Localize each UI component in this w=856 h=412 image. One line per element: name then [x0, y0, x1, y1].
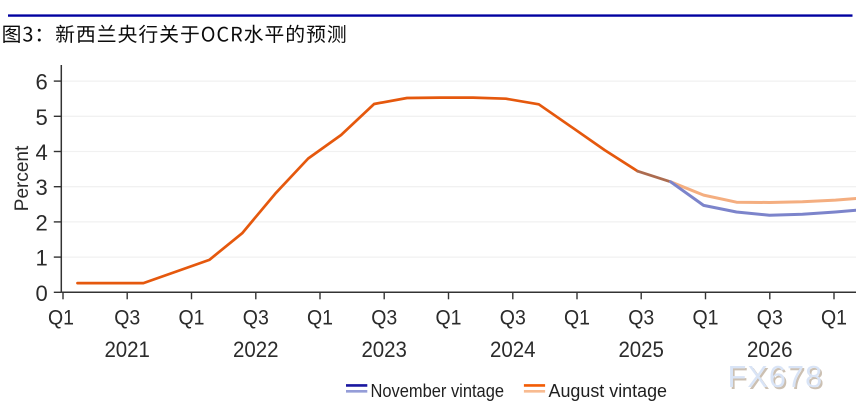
svg-text:Q3: Q3 [500, 307, 526, 330]
svg-text:FX678: FX678 [729, 362, 825, 396]
svg-text:Q1: Q1 [179, 307, 205, 330]
svg-text:FX678: FX678 [728, 360, 824, 394]
svg-text:5: 5 [35, 105, 47, 130]
svg-text:1: 1 [35, 246, 47, 271]
svg-text:Q1: Q1 [821, 307, 847, 330]
svg-text:2026: 2026 [747, 337, 793, 362]
svg-text:4: 4 [35, 140, 47, 165]
svg-text:2: 2 [35, 210, 47, 235]
svg-text:Q1: Q1 [693, 307, 719, 330]
svg-text:6: 6 [35, 70, 47, 95]
svg-text:Q3: Q3 [757, 307, 783, 330]
svg-text:2021: 2021 [104, 337, 150, 362]
svg-text:3: 3 [35, 175, 47, 200]
svg-text:2022: 2022 [233, 337, 279, 362]
svg-text:Q1: Q1 [564, 307, 590, 330]
svg-text:Q3: Q3 [243, 307, 269, 330]
svg-text:November vintage: November vintage [371, 381, 505, 401]
svg-text:Q3: Q3 [114, 307, 140, 330]
svg-text:Percent: Percent [12, 145, 33, 211]
svg-text:Q3: Q3 [371, 307, 397, 330]
svg-text:0: 0 [35, 281, 47, 306]
svg-text:Q1: Q1 [436, 307, 462, 330]
svg-text:2023: 2023 [361, 337, 407, 362]
svg-text:Q1: Q1 [48, 307, 74, 330]
svg-text:2024: 2024 [490, 337, 536, 362]
svg-text:Q3: Q3 [628, 307, 654, 330]
svg-text:August vintage: August vintage [549, 381, 668, 401]
svg-text:Q1: Q1 [307, 307, 333, 330]
svg-text:2025: 2025 [618, 337, 664, 362]
